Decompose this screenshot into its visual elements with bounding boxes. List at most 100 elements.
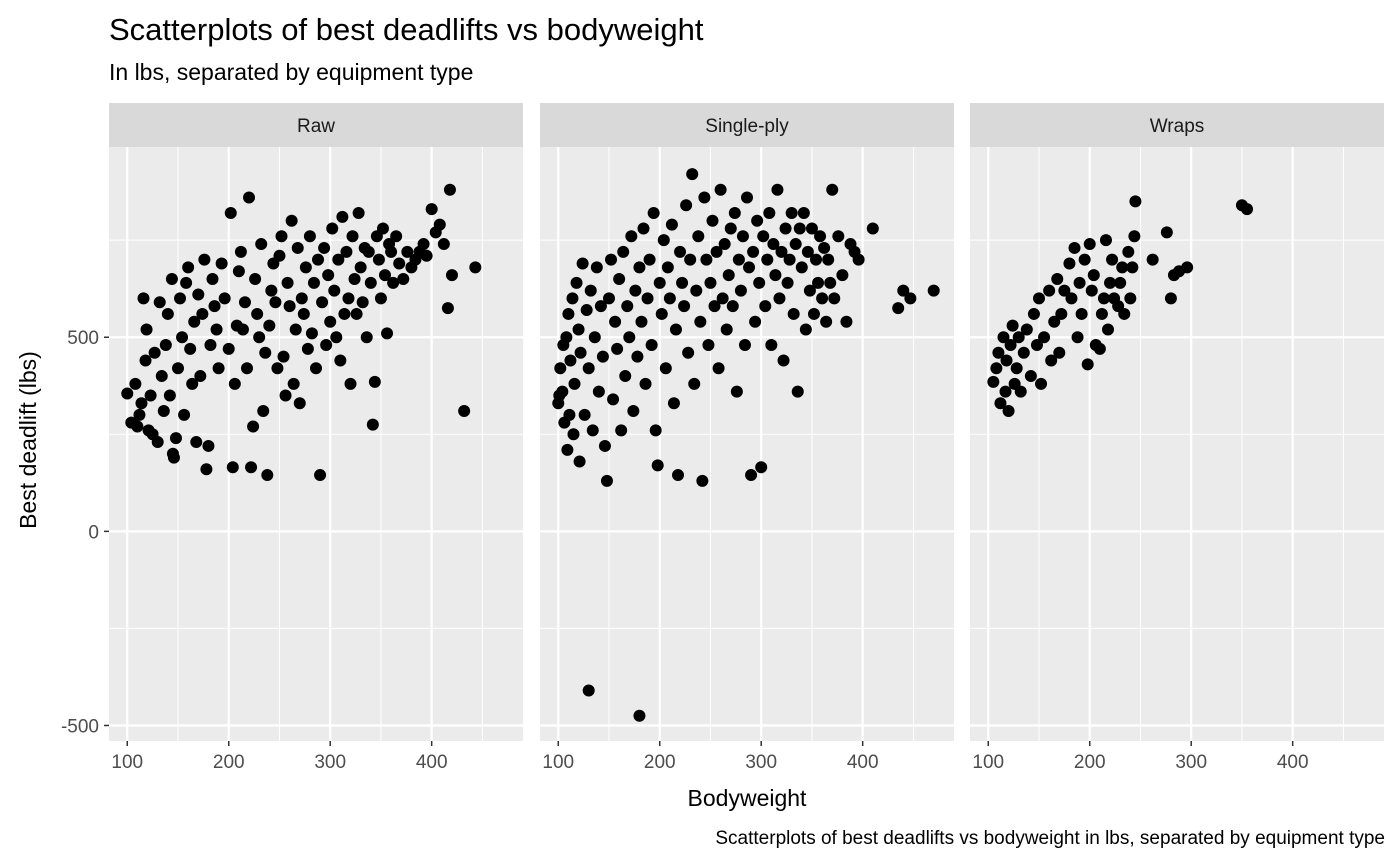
data-point (629, 284, 642, 297)
data-point (1181, 261, 1194, 274)
x-tick-label: 100 (972, 752, 1004, 773)
data-point (314, 469, 327, 482)
data-point (174, 292, 187, 305)
data-point (443, 183, 456, 196)
data-point (763, 207, 776, 219)
data-point (1099, 234, 1112, 247)
data-point (285, 214, 298, 227)
data-point (140, 323, 153, 336)
data-point (200, 463, 213, 476)
data-point (151, 436, 164, 449)
data-point (289, 323, 302, 336)
data-point (775, 245, 788, 258)
data-point (639, 377, 652, 390)
data-point (649, 424, 662, 437)
data-point (1063, 257, 1076, 270)
x-tick-label: 200 (644, 752, 676, 773)
data-point (686, 168, 699, 181)
data-point (897, 284, 910, 297)
facet-strip (970, 103, 1384, 147)
data-point (376, 222, 389, 235)
data-point (598, 439, 611, 452)
data-point (702, 339, 715, 351)
data-point (730, 385, 743, 398)
data-point (433, 218, 446, 231)
data-point (749, 315, 762, 328)
data-point (1241, 203, 1254, 216)
data-point (366, 418, 379, 431)
data-point (251, 307, 264, 320)
data-point (607, 393, 620, 406)
data-point (596, 350, 609, 363)
data-point (570, 276, 583, 289)
data-point (696, 474, 709, 487)
data-point (609, 315, 622, 328)
data-point (1058, 284, 1071, 297)
data-point (997, 331, 1010, 344)
data-point (182, 261, 195, 274)
data-point (1017, 346, 1030, 359)
data-point (1053, 346, 1066, 359)
data-point (633, 709, 646, 722)
data-point (633, 261, 646, 274)
data-point (354, 261, 367, 274)
data-point (765, 339, 778, 351)
data-point (458, 405, 471, 417)
data-point (210, 323, 223, 336)
data-point (198, 253, 211, 266)
data-point (692, 230, 705, 243)
data-point (700, 253, 713, 266)
data-point (580, 304, 593, 317)
data-point (814, 230, 827, 243)
data-point (663, 292, 676, 305)
data-point (726, 300, 739, 313)
data-point (783, 253, 796, 266)
data-point (807, 307, 820, 320)
data-point (990, 362, 1003, 375)
data-point (271, 362, 284, 375)
data-point (281, 276, 294, 289)
data-point (121, 387, 134, 400)
data-point (1045, 354, 1058, 367)
data-point (653, 276, 666, 289)
data-point (255, 238, 268, 251)
data-point (690, 284, 703, 297)
data-point (840, 315, 853, 328)
data-point (202, 439, 215, 452)
data-point (135, 397, 148, 410)
data-point (710, 245, 723, 258)
data-point (247, 420, 260, 433)
data-point (600, 474, 613, 487)
data-point (131, 420, 144, 433)
data-point (1083, 238, 1096, 251)
data-point (582, 362, 595, 375)
facet-panel-raw: Raw 100 200 300 400 (109, 103, 523, 773)
data-point (617, 245, 630, 258)
data-point (805, 222, 818, 235)
data-point (310, 362, 322, 375)
data-point (261, 469, 274, 482)
data-point (1010, 362, 1023, 375)
data-point (368, 375, 381, 388)
data-point (301, 342, 314, 355)
data-point (437, 238, 450, 251)
data-point (425, 203, 438, 216)
data-point (852, 253, 865, 266)
data-point (738, 339, 751, 351)
data-point (326, 222, 339, 235)
facet-strip (109, 103, 523, 147)
data-point (1075, 307, 1088, 320)
data-point (572, 323, 585, 336)
data-point (712, 362, 725, 375)
data-point (215, 257, 228, 270)
data-point (379, 269, 391, 282)
data-point (273, 249, 286, 262)
data-point (299, 261, 312, 274)
data-point (757, 230, 770, 243)
data-point (812, 276, 825, 289)
chart-caption: Scatterplots of best deadlifts vs bodywe… (715, 828, 1385, 849)
data-point (243, 191, 256, 204)
data-point (745, 469, 758, 482)
data-point (708, 300, 721, 313)
